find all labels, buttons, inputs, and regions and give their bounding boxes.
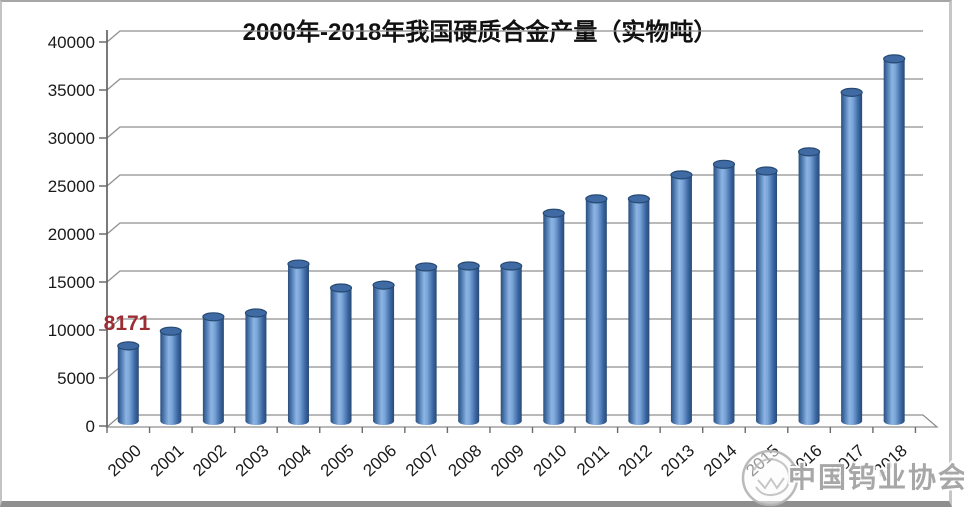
cylinder-top — [159, 326, 182, 336]
x-axis-label: 2001 — [147, 441, 188, 480]
x-axis-label: 2009 — [487, 441, 528, 480]
bar-2014 — [712, 159, 736, 425]
cylinder-body — [670, 174, 692, 421]
bar-2016 — [797, 147, 821, 425]
data-label-2000: 8171 — [104, 312, 151, 335]
y-axis-label: 20000 — [48, 225, 95, 244]
watermark-text: 中国钨业协会 — [788, 462, 964, 493]
y-axis-label: 30000 — [48, 129, 95, 148]
bar-2009 — [500, 261, 523, 425]
cylinder-body — [628, 198, 650, 421]
cylinder-top — [542, 208, 565, 218]
gridline — [106, 318, 923, 331]
cylinder-top — [883, 54, 906, 64]
y-axis-label: 40000 — [48, 33, 95, 52]
cylinder-top — [329, 283, 353, 293]
y-axis-label: 0 — [86, 417, 95, 436]
bar-2008 — [457, 261, 480, 425]
cylinder-body — [458, 265, 480, 421]
bar-2003 — [244, 308, 268, 425]
cylinder-body — [160, 331, 182, 421]
cylinder-top — [457, 261, 480, 271]
bar-2001 — [159, 326, 182, 425]
cylinder-body — [117, 345, 139, 421]
cylinder-body — [585, 198, 607, 421]
cylinder-body — [756, 171, 778, 421]
y-axis-label: 10000 — [48, 321, 95, 340]
x-axis-label: 2011 — [573, 441, 613, 480]
y-axis-label: 25000 — [48, 177, 95, 196]
cylinder-body — [500, 265, 522, 421]
bar-2013 — [670, 170, 693, 425]
bar-2010 — [542, 208, 565, 425]
x-axis-label: 2008 — [445, 441, 486, 480]
cylinder-top — [797, 147, 821, 157]
bar-2012 — [627, 194, 650, 425]
bar-2002 — [202, 312, 225, 425]
gridline — [106, 126, 923, 139]
cylinder-body — [330, 288, 352, 421]
y-axis-label: 5000 — [57, 369, 95, 388]
cylinder-body — [713, 164, 735, 421]
cylinder-body — [543, 213, 565, 421]
x-axis-label: 2010 — [530, 441, 571, 480]
bar-2018 — [883, 54, 906, 425]
cylinder-top — [627, 194, 650, 204]
bar-2006 — [372, 280, 395, 425]
x-axis-label: 2005 — [317, 441, 358, 480]
cylinder-top — [372, 280, 395, 290]
cylinder-top — [670, 170, 693, 180]
cylinder-top — [500, 261, 523, 271]
chart-title: 2000年-2018年我国硬质合金产量（实物吨） — [243, 18, 718, 46]
x-axis-label: 2014 — [700, 441, 741, 480]
x-axis-label: 2012 — [615, 441, 656, 480]
bar-2017 — [840, 87, 863, 425]
cylinder-body — [415, 266, 437, 421]
bar-2015 — [755, 166, 778, 425]
cylinder-body — [883, 58, 905, 421]
cylinder-top — [755, 166, 778, 176]
x-axis-label: 2002 — [189, 441, 230, 480]
cylinder-top — [117, 341, 140, 351]
x-axis-label: 2006 — [359, 441, 400, 480]
logo-w-mark — [757, 477, 785, 490]
logo-inner-mark — [753, 458, 791, 497]
bar-2011 — [585, 194, 608, 425]
cylinder-top — [840, 87, 863, 98]
cylinder-top — [415, 262, 438, 272]
x-axis-label: 2004 — [274, 441, 315, 480]
watermark: 中国钨业协会 — [741, 449, 964, 507]
cylinder-body — [202, 316, 224, 421]
plot-area: 0 5000 10000 15000 20000 25000 30000 35000 40000… — [48, 30, 939, 480]
bar-2000 — [117, 341, 140, 425]
x-axis-label: 2013 — [657, 441, 698, 480]
x-axis-label: 2007 — [402, 441, 443, 480]
bar-2005 — [329, 283, 353, 425]
bar-2004 — [287, 259, 310, 425]
cylinder-top — [712, 159, 736, 169]
cylinder-top — [202, 312, 225, 322]
gridline — [106, 222, 923, 235]
cylinder-top — [287, 259, 310, 269]
x-axis-label: 2000 — [104, 441, 145, 480]
gridline — [106, 78, 923, 91]
cylinder-body — [373, 285, 395, 421]
bar-2007 — [415, 262, 438, 425]
cylinder-body — [841, 92, 863, 422]
x-axis-label: 2003 — [232, 441, 273, 480]
cylinder-body — [798, 151, 820, 421]
gridline — [106, 174, 923, 187]
y-axis-label: 35000 — [48, 81, 95, 100]
cylinder-body — [245, 312, 267, 421]
cylinder-top — [585, 194, 608, 204]
gridline — [106, 30, 923, 43]
cylinder-body — [287, 264, 309, 421]
cylinder-top — [244, 308, 268, 318]
y-axis-label: 15000 — [48, 273, 95, 292]
gridline — [106, 270, 923, 283]
